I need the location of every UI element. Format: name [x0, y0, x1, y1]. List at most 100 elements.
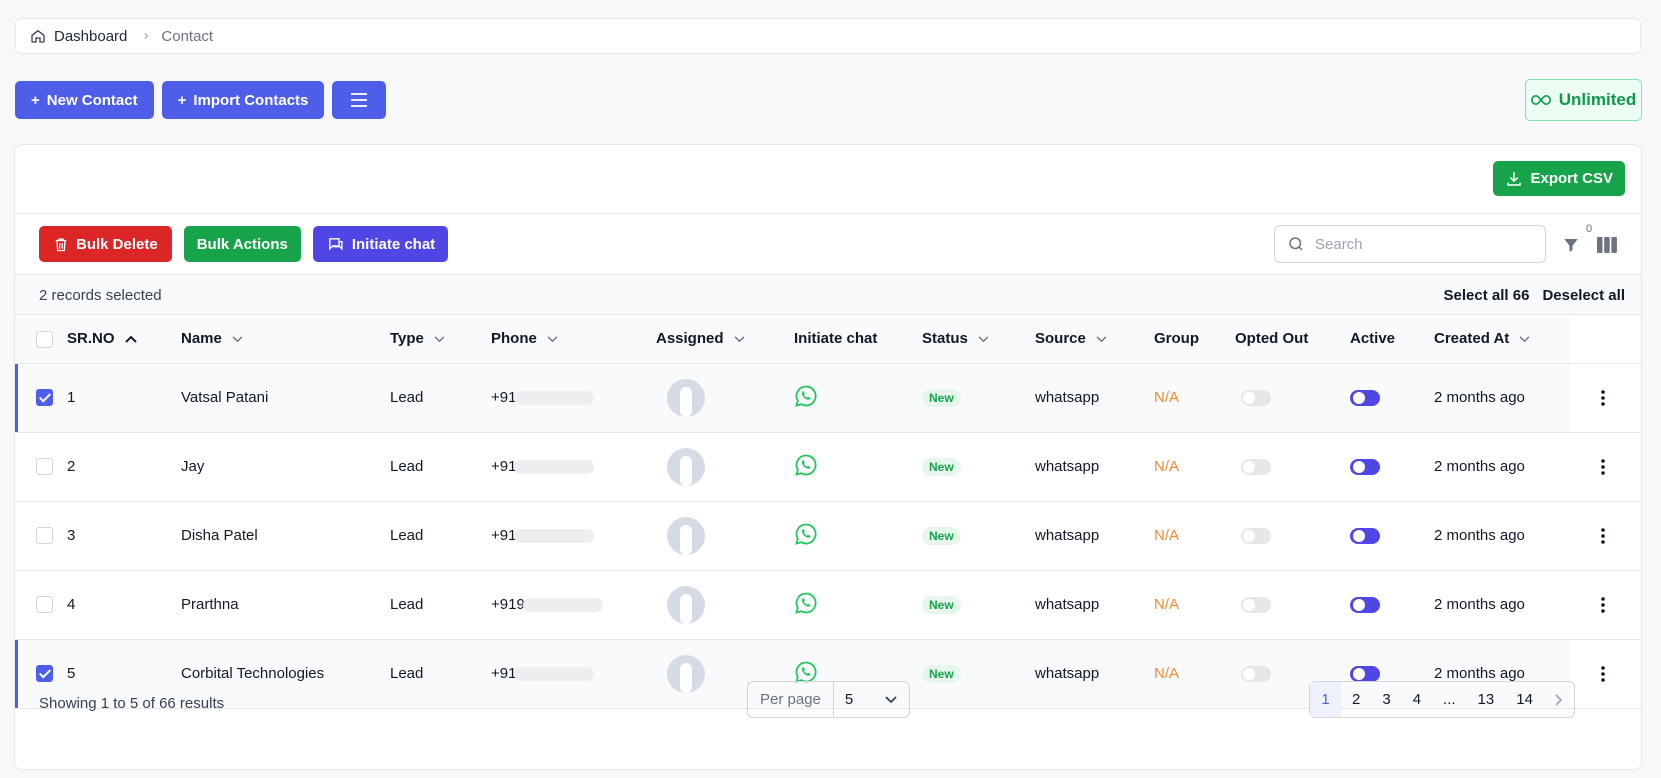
more-vertical-icon[interactable] — [1600, 459, 1605, 475]
page-13-button[interactable]: 13 — [1477, 691, 1495, 708]
whatsapp-icon[interactable] — [794, 522, 818, 546]
cell-initiate-chat — [794, 570, 922, 639]
opted-out-toggle[interactable] — [1241, 597, 1271, 614]
more-vertical-icon[interactable] — [1600, 528, 1605, 544]
opted-out-toggle[interactable] — [1241, 459, 1271, 476]
bulk-actions-button[interactable]: Bulk Actions — [183, 226, 301, 262]
initiate-chat-button[interactable]: Initiate chat — [312, 226, 449, 262]
bulk-delete-label: Bulk Delete — [76, 235, 158, 253]
column-name[interactable]: Name — [181, 315, 390, 363]
whatsapp-icon[interactable] — [794, 660, 818, 684]
menu-button[interactable] — [332, 81, 387, 119]
opted-out-toggle[interactable] — [1241, 666, 1271, 683]
deselect-all-link[interactable]: Deselect all — [1542, 287, 1625, 304]
table-row[interactable]: 4 Prarthna Lead +919 New whatsapp N/A 2 … — [15, 570, 1641, 639]
column-initiate-chat: Initiate chat — [794, 330, 878, 348]
column-sr-no[interactable]: SR.NO — [67, 315, 181, 363]
cell-type: Lead — [390, 458, 424, 475]
column-created-at[interactable]: Created At — [1434, 315, 1570, 363]
table-footer: Showing 1 to 5 of 66 results Per page 5 … — [15, 670, 1641, 730]
more-vertical-icon[interactable] — [1600, 666, 1605, 682]
column-status[interactable]: Status — [922, 315, 1035, 363]
import-contacts-button[interactable]: + Import Contacts — [161, 81, 325, 119]
search-input[interactable] — [1315, 235, 1515, 253]
bulk-delete-button[interactable]: Bulk Delete — [39, 226, 172, 262]
page-3-button[interactable]: 3 — [1382, 691, 1391, 708]
next-page-button[interactable] — [1544, 682, 1574, 717]
avatar[interactable] — [667, 378, 705, 417]
selected-count: 2 records selected — [39, 287, 162, 304]
opted-out-toggle[interactable] — [1241, 528, 1271, 545]
table-toolbar: Bulk Delete Bulk Actions Initiate chat 0 — [15, 214, 1641, 275]
table-row[interactable]: 1 Vatsal Patani Lead +91 New whatsapp N/… — [15, 363, 1641, 432]
phone-prefix: +91 — [491, 665, 517, 682]
pagination: 1 2 3 4... 13 14 — [1309, 681, 1575, 718]
column-active: Active — [1350, 330, 1396, 348]
chevron-down-icon — [885, 695, 897, 703]
select-all-checkbox[interactable] — [36, 330, 53, 348]
select-all-link[interactable]: Select all 66 — [1443, 287, 1530, 304]
row-checkbox[interactable] — [36, 389, 53, 407]
cell-sr-no: 2 — [67, 458, 76, 475]
chat-icon — [328, 237, 343, 250]
status-badge: New — [922, 457, 961, 476]
chevron-right-icon — [141, 29, 151, 44]
active-toggle[interactable] — [1350, 666, 1380, 683]
avatar[interactable] — [667, 447, 705, 486]
cell-status: New — [922, 570, 1035, 639]
avatar[interactable] — [667, 654, 705, 693]
column-assigned[interactable]: Assigned — [656, 315, 794, 363]
cell-opted-out — [1235, 570, 1350, 639]
opted-out-toggle[interactable] — [1241, 390, 1271, 407]
chevron-down-icon — [547, 336, 558, 343]
page-2-button[interactable]: 2 — [1352, 691, 1361, 708]
columns-icon[interactable] — [1597, 236, 1617, 257]
page-4-button[interactable]: 4 — [1412, 691, 1422, 708]
search-icon — [1289, 237, 1303, 251]
cell-type: Lead — [390, 665, 424, 682]
page-14-button[interactable]: 14 — [1516, 691, 1533, 708]
table-row[interactable]: 5 Corbital Technologies Lead +91 New wha… — [15, 639, 1641, 708]
table-row[interactable]: 3 Disha Patel Lead +91 New whatsapp N/A … — [15, 501, 1641, 570]
cell-type: Lead — [390, 596, 424, 613]
new-contact-button[interactable]: + New Contact — [15, 81, 154, 119]
whatsapp-icon[interactable] — [794, 453, 818, 477]
pagination-ellipsis: ... — [1443, 691, 1456, 708]
row-checkbox[interactable] — [36, 596, 53, 614]
cell-phone: +91 — [491, 432, 656, 501]
whatsapp-icon[interactable] — [794, 384, 818, 408]
cell-source: whatsapp — [1035, 458, 1100, 475]
avatar[interactable] — [667, 516, 705, 555]
cell-phone: +919 — [491, 570, 656, 639]
cell-status: New — [922, 501, 1035, 570]
cell-type: Lead — [390, 527, 424, 544]
page-1-button[interactable]: 1 — [1310, 682, 1341, 717]
phone-prefix: +91 — [491, 458, 517, 475]
avatar[interactable] — [667, 585, 705, 624]
cell-opted-out — [1235, 363, 1350, 432]
filter-icon[interactable] — [1562, 236, 1580, 257]
active-toggle[interactable] — [1350, 459, 1380, 476]
card-header: Export CSV — [15, 145, 1641, 214]
chevron-down-icon — [232, 336, 243, 343]
cell-created-at: 2 months ago — [1434, 389, 1525, 406]
plus-icon: + — [177, 91, 187, 109]
table-row[interactable]: 2 Jay Lead +91 New whatsapp N/A 2 months… — [15, 432, 1641, 501]
per-page-select[interactable]: Per page 5 — [747, 681, 910, 718]
cell-name: Prarthna — [181, 596, 239, 613]
active-toggle[interactable] — [1350, 528, 1380, 545]
column-source[interactable]: Source — [1035, 315, 1154, 363]
row-checkbox[interactable] — [36, 527, 53, 545]
active-toggle[interactable] — [1350, 597, 1380, 614]
breadcrumb-dashboard[interactable]: Dashboard — [30, 28, 127, 45]
more-vertical-icon[interactable] — [1600, 597, 1605, 613]
row-checkbox[interactable] — [36, 458, 53, 476]
export-csv-button[interactable]: Export CSV — [1493, 161, 1625, 196]
row-checkbox[interactable] — [36, 665, 53, 683]
more-vertical-icon[interactable] — [1600, 390, 1605, 406]
column-phone[interactable]: Phone — [491, 315, 656, 363]
phone-redaction — [522, 598, 603, 613]
whatsapp-icon[interactable] — [794, 591, 818, 615]
active-toggle[interactable] — [1350, 390, 1380, 407]
column-type[interactable]: Type — [390, 315, 491, 363]
